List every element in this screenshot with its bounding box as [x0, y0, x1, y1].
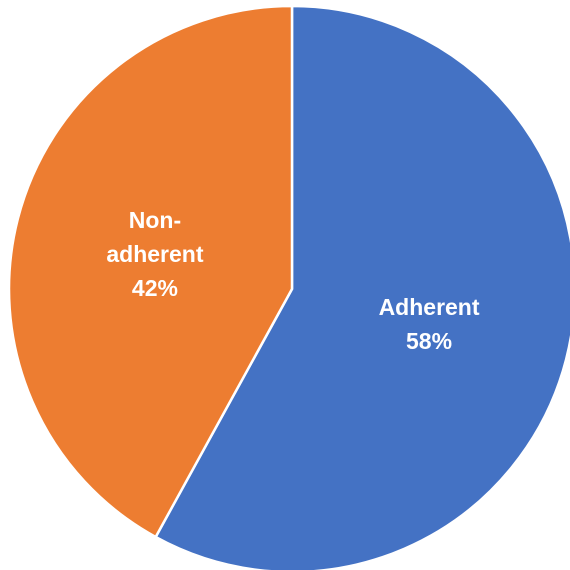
value-label: 42%	[131, 274, 178, 301]
category-label: Adherent	[378, 294, 480, 321]
value-label: 58%	[406, 328, 453, 355]
pie-slice	[153, 4, 570, 570]
pie-slice	[7, 4, 294, 539]
slice-label: Non-adherent 42%	[95, 203, 215, 305]
category-label: Non-adherent	[106, 206, 204, 267]
slice-label: Adherent 58%	[369, 290, 489, 358]
